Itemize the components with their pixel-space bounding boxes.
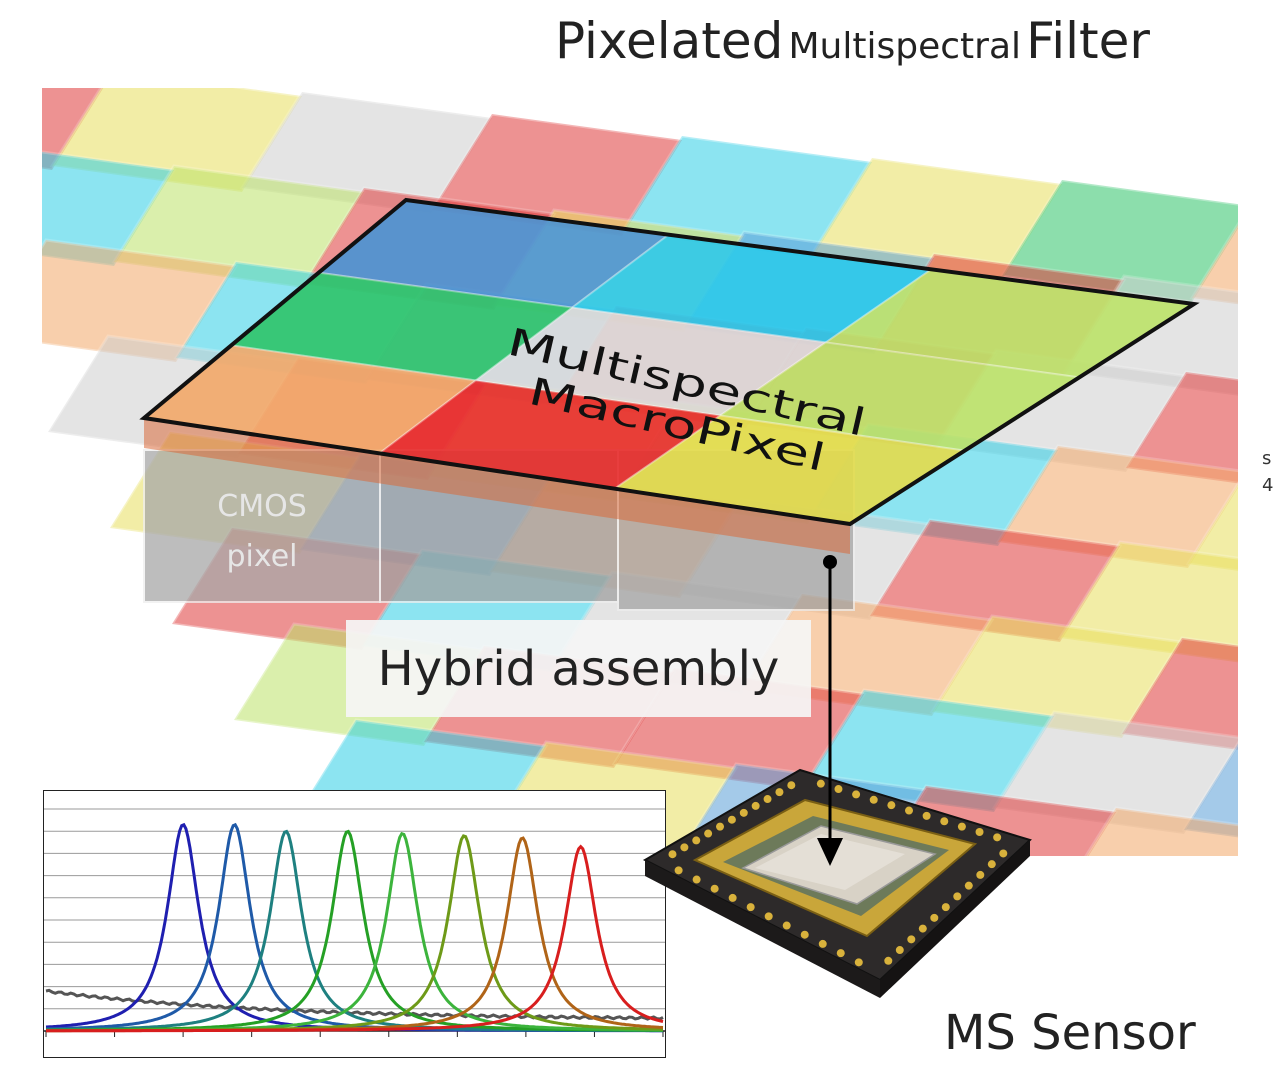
chip-pad xyxy=(816,779,825,788)
chip-pad xyxy=(852,790,861,799)
mosaic-tile xyxy=(1189,221,1238,306)
chip-package-side xyxy=(645,860,880,998)
chip-pad xyxy=(895,946,904,955)
page-title: Pixelated Multispectral Filter xyxy=(555,12,1255,82)
chip-pad xyxy=(940,817,949,826)
chip-pad xyxy=(993,833,1002,842)
cmos-label-line1: CMOS xyxy=(217,489,307,524)
chip-pad xyxy=(674,866,683,875)
chip-pad xyxy=(704,829,713,838)
chart-series-8 xyxy=(46,844,664,1033)
chip-pad xyxy=(884,956,893,965)
cmos-label-line2: pixel xyxy=(226,539,297,574)
macropixel-outline xyxy=(139,197,1200,527)
chip-pad xyxy=(918,924,927,933)
edge-glyph-4: 4 xyxy=(1262,475,1273,496)
chip-pad xyxy=(800,930,809,939)
macropixel-front-edge xyxy=(144,418,850,554)
chip-pad xyxy=(907,935,916,944)
chip-pad xyxy=(728,893,737,902)
chip-pad xyxy=(941,903,950,912)
chip-pad xyxy=(680,843,689,852)
chip-pad xyxy=(922,811,931,820)
chip-pad xyxy=(905,806,913,815)
chip-pad xyxy=(818,939,827,948)
chip-pad xyxy=(764,912,773,921)
chip-pad xyxy=(887,801,896,810)
chip-pad xyxy=(787,781,796,790)
chip-pad xyxy=(975,827,984,836)
chip-pad xyxy=(976,870,985,879)
chip-pads xyxy=(668,779,1008,967)
mosaic-tile xyxy=(1185,481,1238,573)
transmission-chart xyxy=(43,790,666,1058)
title-word-pixelated: Pixelated xyxy=(555,12,784,70)
mosaic-tile xyxy=(1084,806,1238,856)
chart-baseline-series xyxy=(45,988,664,1021)
chip-pad xyxy=(834,785,843,794)
chip-pad xyxy=(782,921,791,930)
chip-pad xyxy=(763,795,772,804)
chip-pad xyxy=(869,795,878,804)
chip-pad xyxy=(710,884,719,893)
chip-pad xyxy=(999,849,1008,858)
chip-package-side-right xyxy=(880,840,1030,998)
chip-pad xyxy=(953,892,962,901)
chip-pad xyxy=(739,808,748,817)
hybrid-assembly-label: Hybrid assembly xyxy=(346,620,811,717)
ms-sensor-chip xyxy=(642,768,1032,998)
chip-pad xyxy=(987,860,996,869)
chip-pad xyxy=(836,949,845,958)
chip-pad xyxy=(727,815,736,824)
edge-glyph-s: s xyxy=(1262,448,1272,469)
chip-pad xyxy=(957,822,966,831)
title-word-multispectral: Multispectral xyxy=(788,26,1022,67)
title-word-filter: Filter xyxy=(1026,12,1150,70)
ms-sensor-label: MS Sensor xyxy=(944,1005,1196,1061)
chip-pad xyxy=(854,958,863,967)
chip-pad xyxy=(930,913,939,922)
chip-pad xyxy=(775,788,784,797)
chip-pad xyxy=(964,881,973,890)
chip-pad xyxy=(751,801,760,810)
mosaic-tile xyxy=(1123,370,1238,485)
chip-pad xyxy=(692,836,701,845)
chip-pad xyxy=(692,875,701,884)
mosaic-tile xyxy=(1119,636,1238,752)
chart-plot xyxy=(44,808,665,1037)
chip-pad xyxy=(668,850,677,859)
chip-pad xyxy=(746,903,755,912)
mosaic-tile xyxy=(1181,740,1238,839)
chip-pad xyxy=(716,822,725,831)
